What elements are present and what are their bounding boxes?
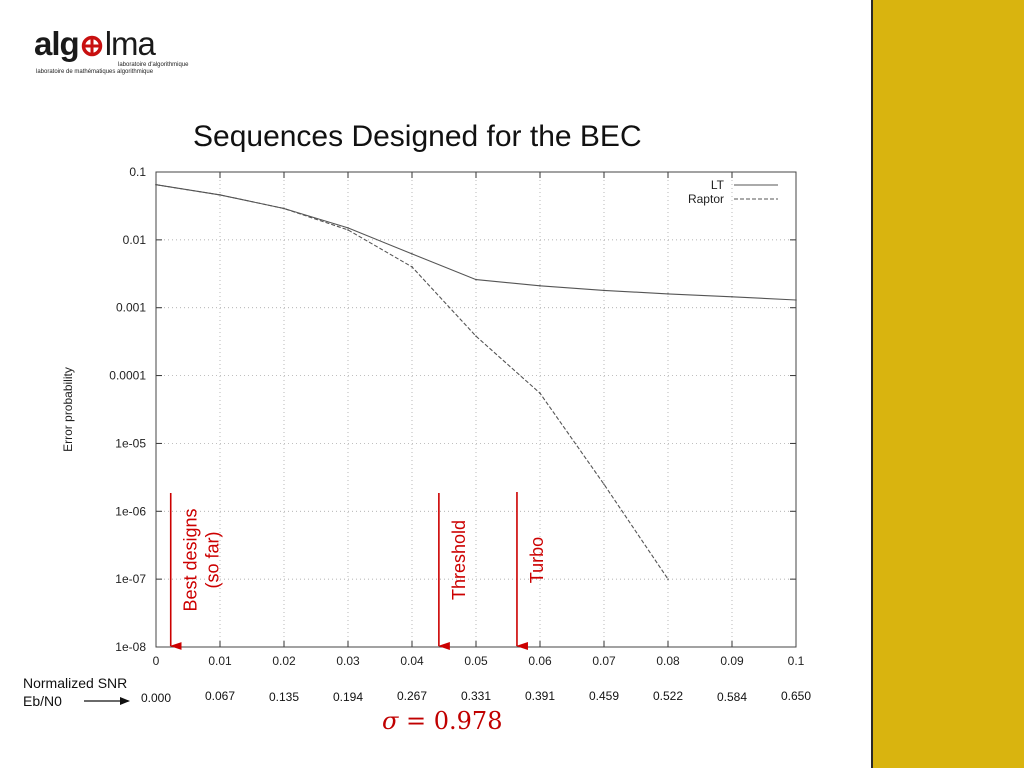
series-point-raptor [347, 229, 349, 231]
x-tick-label: 0.07 [592, 654, 616, 668]
series-point-lt [475, 278, 477, 281]
snr-label: Normalized SNR Eb/N0 [23, 674, 127, 710]
logo-o-plus-icon [81, 35, 102, 57]
y-tick-label: 1e-05 [115, 436, 146, 450]
series-point-lt [347, 227, 349, 229]
annotation-label: (so far) [203, 531, 223, 588]
series-point-raptor [283, 207, 285, 210]
snr-tick-label: 0.331 [461, 689, 491, 703]
algolma-logo: alg lma laboratoire d'algorithmique labor… [34, 25, 189, 76]
error-probability-chart: 0 0.01 0.02 0.03 0.04 0.05 0.06 0.07 0.08 0.09 0.1… [61, 165, 811, 705]
series-point-raptor [411, 266, 413, 268]
slide-sidebar [871, 0, 1024, 768]
series-point-lt [795, 299, 797, 301]
y-tick-label: 0.1 [129, 165, 146, 179]
snr-label-line1: Normalized SNR [23, 675, 128, 691]
x-tick-label: 0.08 [656, 654, 680, 668]
x-tick-label: 0 [153, 654, 160, 668]
series-point-lt [731, 295, 733, 298]
snr-tick-label: 0.194 [333, 690, 363, 704]
sigma-symbol: σ [382, 707, 399, 735]
sigma-value: σ = 0.978 [382, 707, 502, 735]
y-tick-label: 0.001 [116, 301, 146, 315]
y-tick-label: 0.01 [123, 233, 147, 247]
x-tick-label: 0.09 [720, 654, 744, 668]
snr-tick-label: 0.459 [589, 689, 619, 703]
snr-tick-label: 0.584 [717, 690, 747, 704]
sigma-text: = 0.978 [398, 707, 503, 735]
logo-subtitle-2: laboratoire de mathématiques algorithmiq… [36, 69, 154, 75]
series-point-lt [603, 289, 605, 292]
snr-tick-label: 0.000 [141, 691, 171, 705]
series-point-raptor [219, 194, 221, 196]
snr-label-line2: Eb/N0 [23, 693, 62, 709]
snr-tick-label: 0.135 [269, 690, 299, 704]
slide-title: Sequences Designed for the BEC [193, 120, 642, 153]
plot-frame [155, 171, 797, 648]
y-tick-label: 1e-07 [115, 572, 146, 586]
annotation-label: Best designs [181, 508, 201, 611]
snr-tick-label: 0.522 [653, 689, 683, 703]
legend-label-raptor: Raptor [688, 192, 724, 206]
legend-label-lt: LT [711, 178, 725, 192]
x-tick-label: 0.04 [400, 654, 424, 668]
series-point-lt [667, 293, 669, 295]
series-point-lt [539, 285, 541, 287]
series-point-raptor [155, 183, 157, 186]
logo-word-start: alg [34, 25, 80, 62]
snr-tick-label: 0.067 [205, 689, 235, 703]
y-axis-label: Error probability [61, 367, 75, 452]
series-point-raptor [667, 578, 669, 580]
series-point-raptor [539, 392, 541, 394]
snr-tick-label: 0.650 [781, 689, 811, 703]
series-point-raptor [603, 483, 605, 486]
logo-word-end: lma [104, 25, 156, 62]
x-tick-label: 0.05 [464, 654, 488, 668]
y-tick-label: 1e-06 [115, 504, 146, 518]
logo-subtitle-1: laboratoire d'algorithmique [118, 62, 189, 68]
annotation-label: Turbo [527, 537, 547, 583]
snr-pointer-head [120, 697, 130, 705]
x-tick-label: 0.01 [208, 654, 232, 668]
logo-wordmark: alg lma [34, 25, 156, 62]
x-tick-label: 0.1 [788, 654, 805, 668]
x-tick-label: 0.02 [272, 654, 296, 668]
series-point-lt [411, 253, 413, 255]
annotation-label: Threshold [449, 520, 469, 600]
x-tick-label: 0.03 [336, 654, 360, 668]
y-tick-label: 1e-08 [115, 640, 146, 654]
x-tick-label: 0.06 [528, 654, 552, 668]
snr-tick-label: 0.267 [397, 689, 427, 703]
snr-tick-label: 0.391 [525, 689, 555, 703]
series-point-raptor [475, 335, 477, 338]
series-line-raptor [155, 184, 669, 580]
y-tick-label: 0.0001 [109, 369, 146, 383]
